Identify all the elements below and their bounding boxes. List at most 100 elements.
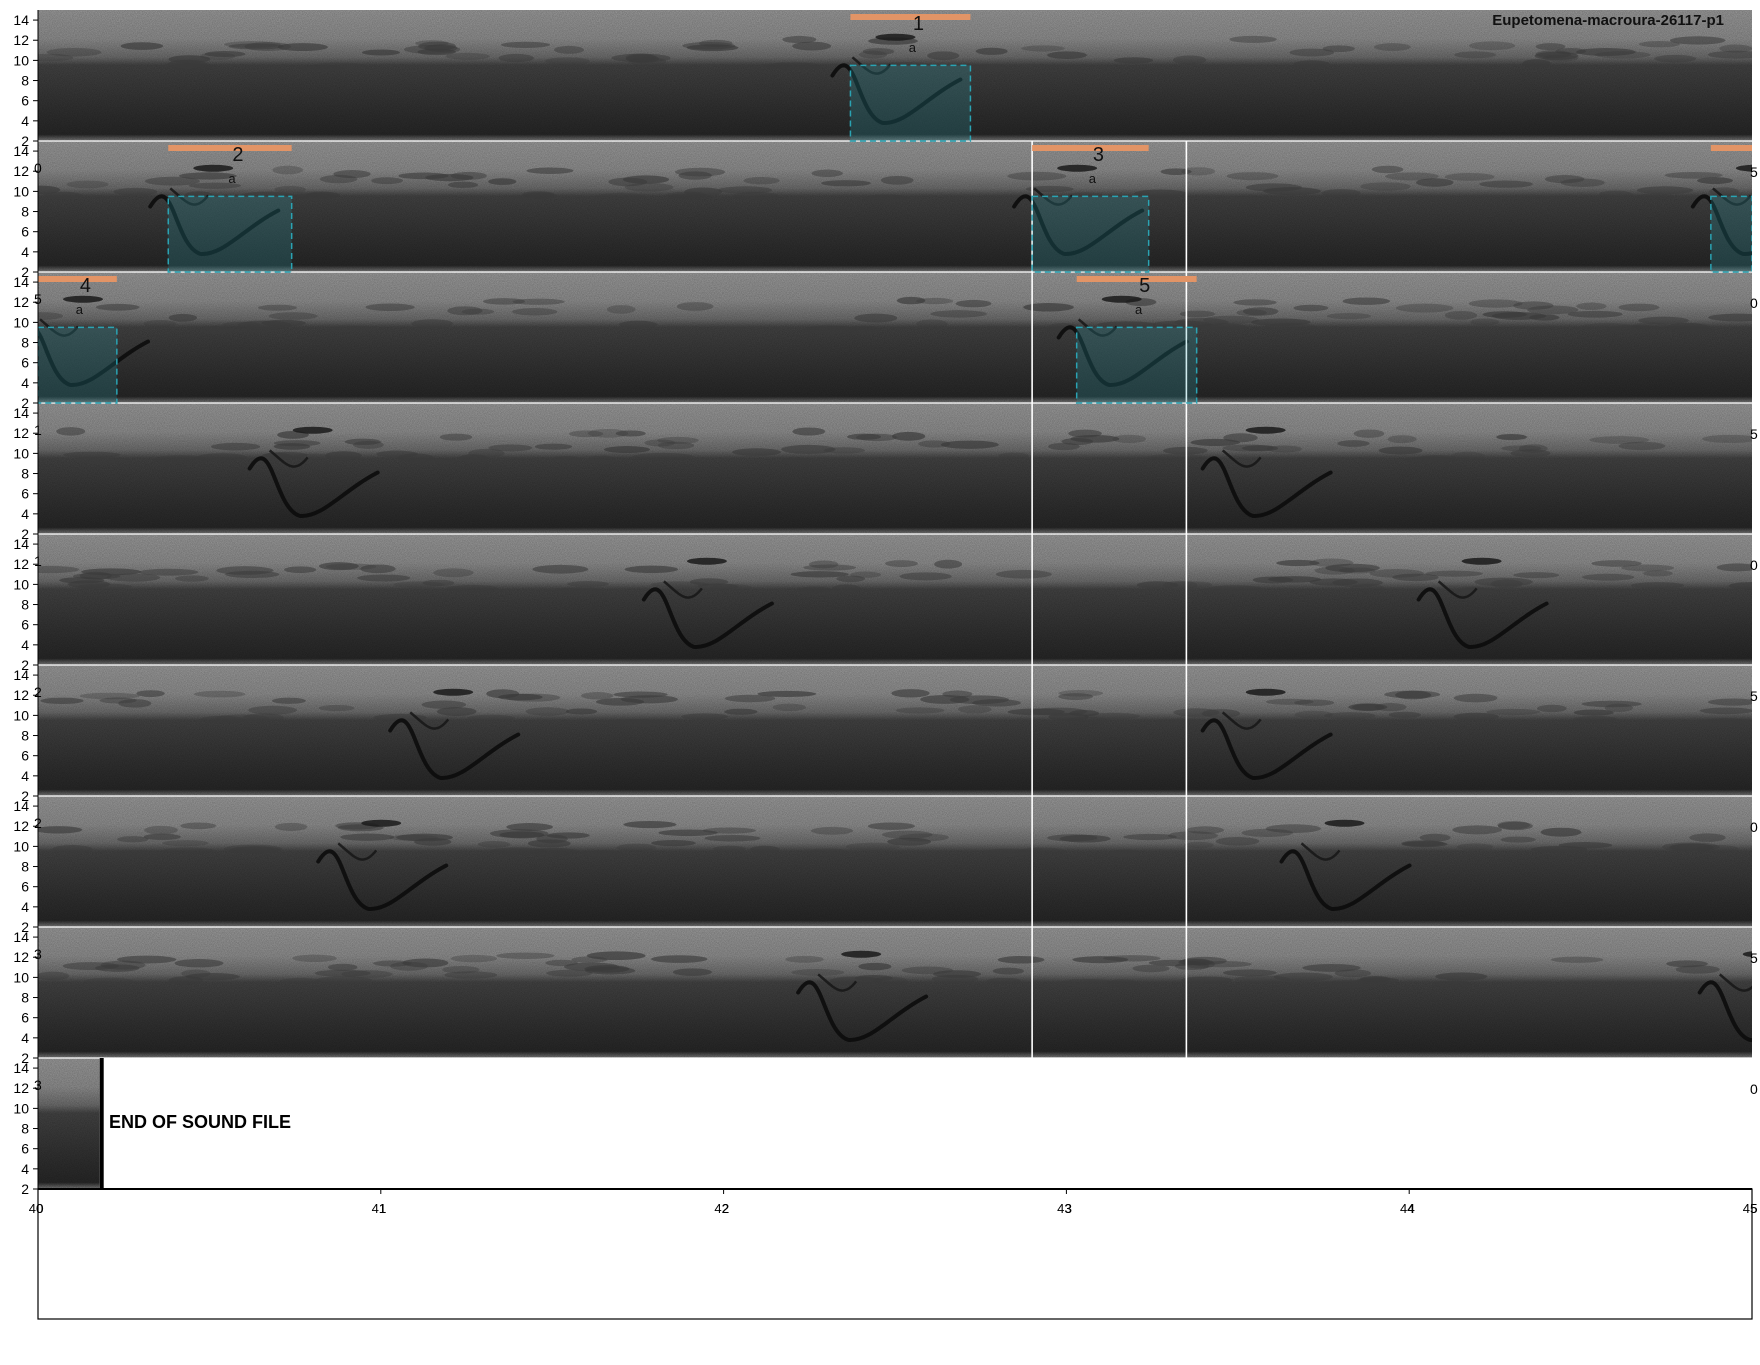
- row-start-label: 2: [34, 684, 42, 700]
- noise-blob: [1294, 710, 1333, 719]
- noise-blob: [546, 969, 593, 977]
- noise-blob: [1582, 322, 1633, 331]
- noise-blob: [1479, 180, 1533, 188]
- y-tick-label: 8: [21, 466, 29, 482]
- noise-blob: [1456, 843, 1494, 851]
- noise-blob: [248, 705, 297, 715]
- noise-blob: [867, 822, 915, 830]
- noise-blob: [1302, 964, 1361, 972]
- noise-blob: [1513, 572, 1560, 579]
- noise-blob: [624, 565, 679, 574]
- noise-blob: [106, 573, 161, 582]
- noise-blob: [899, 64, 940, 71]
- noise-blob: [587, 428, 629, 438]
- noise-blob: [506, 823, 554, 831]
- noise-blob: [210, 442, 261, 451]
- y-tick-label: 12: [13, 1080, 29, 1096]
- y-tick-label: 12: [13, 294, 29, 310]
- noise-blob: [791, 968, 845, 976]
- noise-blob: [618, 320, 658, 329]
- spectrogram-row-1: [38, 10, 1752, 141]
- y-tick-label: 14: [13, 1060, 29, 1076]
- noise-blob: [66, 180, 109, 189]
- noise-blob: [995, 569, 1052, 579]
- call-top-blob: [686, 557, 727, 565]
- noise-blob: [496, 952, 555, 959]
- noise-blob: [854, 313, 898, 323]
- call-contour: [641, 587, 774, 649]
- noise-blob: [1276, 559, 1320, 567]
- noise-blob: [1162, 580, 1198, 590]
- noise-blob: [117, 836, 149, 843]
- noise-blob: [1535, 43, 1566, 51]
- noise-blob: [565, 708, 598, 715]
- noise-blob: [1174, 317, 1229, 327]
- noise-blob: [781, 444, 836, 454]
- noise-blob: [1607, 324, 1663, 334]
- y-tick-label: 2: [21, 657, 29, 673]
- noise-blob: [1551, 956, 1604, 963]
- spectrogram-row-8: [38, 927, 1752, 1058]
- noise-blob: [1468, 299, 1523, 308]
- noise-blob: [1537, 704, 1567, 713]
- noise-blob: [1665, 322, 1710, 332]
- noise-blob: [1294, 699, 1335, 706]
- x-tick-label: 42: [714, 1201, 728, 1216]
- noise-blob: [1252, 576, 1294, 584]
- noise-blob: [1510, 449, 1551, 457]
- noise-blob: [1132, 964, 1170, 973]
- noise-blob: [927, 51, 960, 61]
- noise-blob: [193, 690, 246, 698]
- noise-blob: [376, 450, 418, 458]
- noise-blob: [344, 438, 381, 445]
- row-end-label: 5: [1750, 950, 1758, 966]
- noise-blob: [681, 713, 729, 720]
- row-noise: [38, 534, 1752, 665]
- y-tick-label: 12: [13, 32, 29, 48]
- y-tick-label: 6: [21, 879, 29, 895]
- annotation-label: a: [1135, 302, 1143, 317]
- y-tick-label: 2: [21, 788, 29, 804]
- noise-blob: [310, 62, 370, 72]
- y-tick-label: 14: [13, 798, 29, 814]
- row-end-label: 5: [1750, 688, 1758, 704]
- annotation-label: a: [228, 171, 236, 186]
- noise-blob: [1444, 310, 1478, 320]
- call-harmonic: [1221, 449, 1262, 468]
- row-end-label: 0: [1750, 557, 1758, 573]
- noise-blob: [1634, 193, 1675, 200]
- noise-blob: [1638, 41, 1681, 48]
- noise-blob: [38, 971, 70, 981]
- noise-blob: [1444, 172, 1495, 181]
- noise-blob: [1719, 44, 1752, 53]
- y-tick-label: 8: [21, 73, 29, 89]
- y-tick-label: 12: [13, 163, 29, 179]
- y-tick-label: 4: [21, 375, 29, 391]
- y-tick-label: 8: [21, 335, 29, 351]
- spectrogram-row-9: [38, 1058, 100, 1189]
- noise-blob: [323, 325, 380, 333]
- noise-blob: [1112, 434, 1146, 444]
- noise-blob: [586, 951, 646, 961]
- noise-blob: [1618, 303, 1660, 312]
- row-start-label: 3: [34, 946, 42, 962]
- noise-blob: [196, 453, 247, 462]
- row-end-label: 0: [1750, 1081, 1758, 1097]
- selection-box-cutoff: [1710, 195, 1752, 273]
- noise-blob: [296, 65, 345, 72]
- call-contour: [1697, 980, 1752, 1042]
- noise-blob: [512, 307, 558, 316]
- noise-blob: [38, 185, 61, 195]
- noise-blob: [40, 697, 84, 705]
- call-contour: [388, 718, 521, 780]
- call-harmonic: [337, 842, 378, 861]
- noise-blob: [1360, 975, 1391, 983]
- y-tick-label: 8: [21, 204, 29, 220]
- y-tick-label: 10: [13, 576, 29, 592]
- noise-blob: [120, 42, 164, 50]
- noise-blob: [1522, 59, 1551, 68]
- noise-blob: [1342, 297, 1391, 305]
- y-tick-label: 4: [21, 1161, 29, 1177]
- noise-blob: [444, 971, 498, 979]
- noise-blob: [651, 839, 696, 847]
